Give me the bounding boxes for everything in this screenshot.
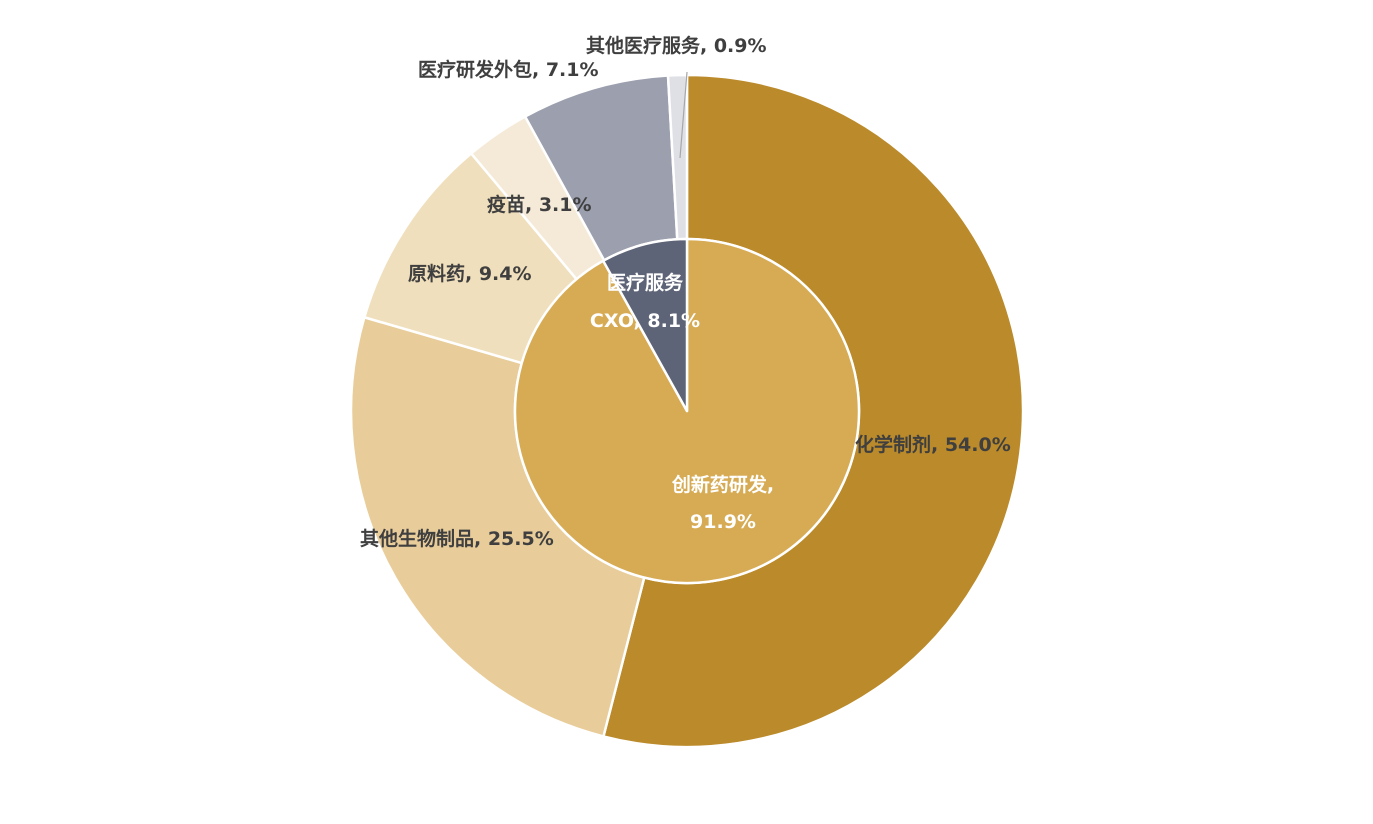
inner-slice-1 xyxy=(601,237,689,413)
inner-label-medical-name: 医疗服务 xyxy=(607,271,684,294)
leader-line xyxy=(679,71,688,159)
inner-label-medical-value: CXO, 8.1% xyxy=(590,310,700,332)
inner-label-innovative-value: 91.9% xyxy=(690,511,756,533)
outer-label-chemical: 化学制剂, 54.0% xyxy=(855,433,1011,456)
outer-label-other-medical: 其他医疗服务, 0.9% xyxy=(586,34,767,57)
outer-label-api: 原料药, 9.4% xyxy=(408,262,532,285)
outer-label-vaccine: 疫苗, 3.1% xyxy=(487,193,592,216)
outer-label-other-biologics: 其他生物制品, 25.5% xyxy=(360,527,554,550)
outer-label-cro: 医疗研发外包, 7.1% xyxy=(418,58,599,81)
inner-label-innovative-name: 创新药研发, xyxy=(671,473,774,496)
